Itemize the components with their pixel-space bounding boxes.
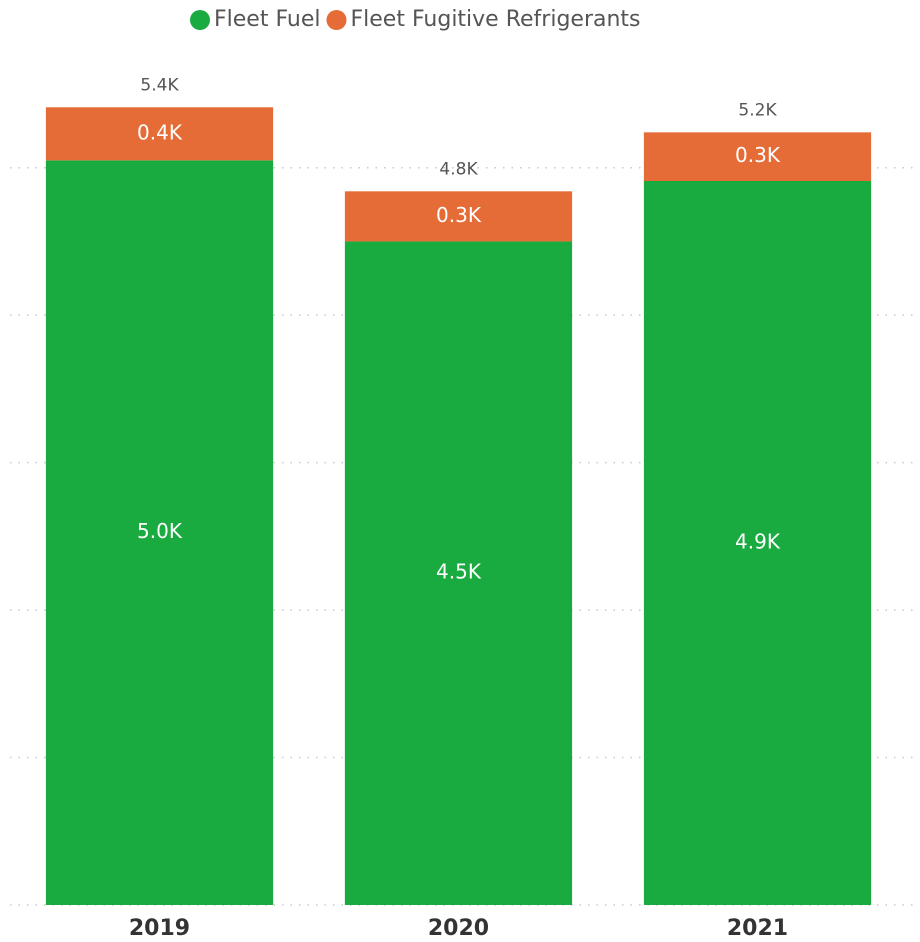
legend-label: Fleet Fuel [214, 7, 321, 32]
data-label: 0.3K [735, 143, 781, 167]
data-label: 4.5K [436, 560, 482, 584]
x-tick-label: 2019 [129, 916, 190, 941]
data-label: 0.3K [436, 203, 482, 227]
bar-segment [344, 191, 573, 242]
bar-segment [344, 241, 573, 906]
bar-segment [45, 160, 274, 905]
bar-segment [45, 107, 274, 161]
legend-marker [326, 10, 347, 30]
x-tick-label: 2021 [727, 916, 788, 941]
bar-segment [643, 132, 872, 181]
data-label: 5.0K [137, 519, 183, 543]
x-tick-label: 2020 [428, 916, 489, 941]
legend-marker [190, 10, 210, 30]
data-label: 4.9K [735, 529, 781, 553]
bar-segment [643, 180, 872, 906]
legend-label: Fleet Fugitive Refrigerants [351, 7, 641, 32]
total-label: 4.8K [439, 159, 478, 179]
total-label: 5.4K [140, 75, 179, 95]
data-label: 0.4K [137, 120, 183, 144]
total-label: 5.2K [738, 100, 777, 120]
